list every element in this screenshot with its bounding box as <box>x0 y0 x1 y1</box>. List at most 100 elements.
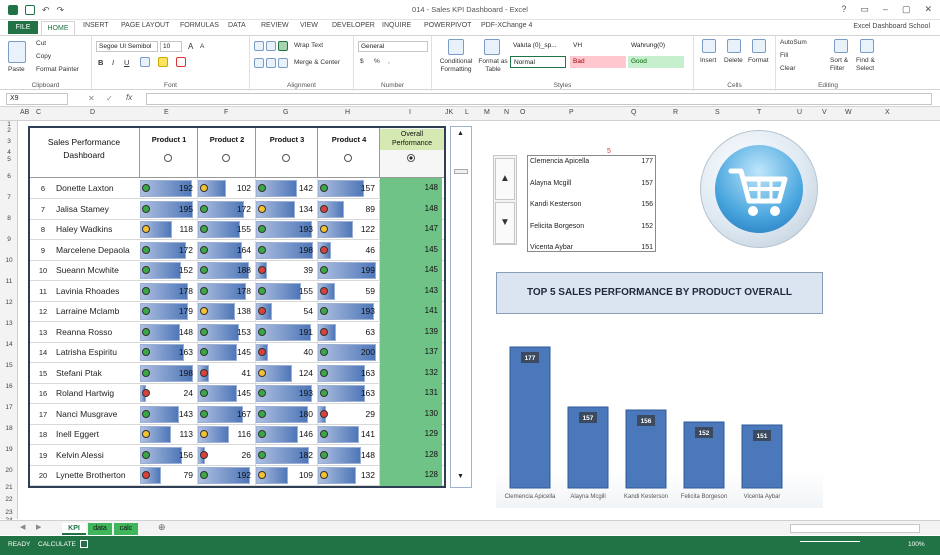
row-header[interactable]: 12 <box>5 299 13 306</box>
scroll-up-icon[interactable]: ▲ <box>457 130 464 137</box>
row-header[interactable]: 23 <box>5 509 13 516</box>
row-header[interactable]: 20 <box>5 467 13 474</box>
font-name-select[interactable]: Segoe UI Semibol <box>96 41 158 52</box>
product1-radio[interactable] <box>164 154 172 162</box>
style-bad[interactable]: Bad <box>570 56 626 68</box>
align-top-icon[interactable] <box>254 41 264 51</box>
tab-inquire[interactable]: INQUIRE <box>382 22 412 29</box>
maximize-button[interactable]: ▢ <box>901 4 911 14</box>
style-good[interactable]: Good <box>628 56 684 68</box>
user-account[interactable]: Excel Dashboard School <box>853 23 930 30</box>
cut-button[interactable]: Cut <box>36 40 47 47</box>
borders-icon[interactable] <box>140 57 150 67</box>
tab-view[interactable]: VIEW <box>300 22 318 29</box>
tab-insert[interactable]: INSERT <box>83 22 109 29</box>
insert-cells-icon[interactable] <box>702 39 716 53</box>
top5-list-item[interactable]: Alayna Mcgill 157 <box>530 180 655 187</box>
tab-page-layout[interactable]: PAGE LAYOUT <box>121 22 170 29</box>
spin-up-button[interactable]: ▲ <box>495 158 515 200</box>
chart-bar[interactable] <box>683 421 725 489</box>
undo-icon[interactable]: ↶ <box>42 4 50 15</box>
format-cells-icon[interactable] <box>752 39 766 53</box>
insert-function-icon[interactable]: fx <box>126 93 133 102</box>
style-normal[interactable]: Normal <box>510 56 566 68</box>
spin-down-button[interactable]: ▼ <box>495 202 515 244</box>
help-icon[interactable]: ? <box>841 4 847 14</box>
currency-button[interactable]: $ <box>360 58 364 65</box>
format-painter-button[interactable]: Format Painter <box>36 66 79 73</box>
row-header[interactable]: 4 <box>7 149 11 156</box>
font-size-select[interactable]: 10 <box>160 41 182 52</box>
format-as-table-button[interactable]: Format as Table <box>478 58 508 73</box>
column-header[interactable]: H <box>345 109 351 116</box>
row-header[interactable]: 11 <box>5 278 13 285</box>
column-header[interactable]: L <box>465 109 469 116</box>
merge-center-button[interactable]: Merge & Center <box>294 59 340 66</box>
top5-list-item[interactable]: Clemencia Apicella 177 <box>530 158 655 165</box>
name-box[interactable]: X9 <box>6 93 68 105</box>
sheet-tab-calc[interactable]: calc <box>114 523 138 535</box>
tab-review[interactable]: REVIEW <box>261 22 289 29</box>
clear-button[interactable]: Clear <box>780 65 796 72</box>
column-header[interactable]: S <box>715 109 720 116</box>
column-header[interactable]: JK <box>445 109 454 116</box>
row-header[interactable]: 18 <box>5 425 13 432</box>
column-header[interactable]: V <box>822 109 827 116</box>
number-format-select[interactable]: General <box>358 41 428 52</box>
conditional-formatting-button[interactable]: Conditional Formatting <box>439 58 473 73</box>
find-select-icon[interactable] <box>860 39 874 53</box>
column-header[interactable]: G <box>283 109 289 116</box>
product3-radio[interactable] <box>282 154 290 162</box>
bold-button[interactable]: B <box>98 58 104 67</box>
format-as-table-icon[interactable] <box>484 39 500 55</box>
paste-icon[interactable] <box>8 41 26 63</box>
align-middle-icon[interactable] <box>266 41 276 51</box>
chart-bar[interactable] <box>567 406 609 489</box>
row-header[interactable]: 14 <box>5 341 13 348</box>
row-header[interactable]: 8 <box>7 215 11 222</box>
close-button[interactable]: ✕ <box>924 4 932 14</box>
italic-button[interactable]: I <box>112 58 115 67</box>
macro-record-icon[interactable] <box>80 540 88 548</box>
add-sheet-icon[interactable]: ⊕ <box>158 522 166 532</box>
column-header[interactable]: AB <box>20 109 30 116</box>
conditional-formatting-icon[interactable] <box>448 39 464 55</box>
row-header[interactable]: 2 <box>7 127 11 134</box>
row-header[interactable]: 16 <box>5 383 13 390</box>
autosum-button[interactable]: AutoSum <box>780 39 807 46</box>
percent-button[interactable]: % <box>374 58 380 65</box>
column-header[interactable]: C <box>36 109 42 116</box>
row-header[interactable]: 7 <box>7 194 11 201</box>
tab-formulas[interactable]: FORMULAS <box>180 22 219 29</box>
row-header[interactable]: 5 <box>7 156 11 163</box>
underline-button[interactable]: U <box>124 58 130 67</box>
column-header[interactable]: R <box>673 109 679 116</box>
comma-button[interactable]: , <box>388 58 390 65</box>
ribbon-display-icon[interactable]: ▭ <box>860 4 869 14</box>
scroll-down-icon[interactable]: ▼ <box>457 473 464 480</box>
delete-cells-button[interactable]: Delete <box>724 57 743 64</box>
tab-powerpivot[interactable]: POWERPIVOT <box>424 22 472 29</box>
format-cells-button[interactable]: Format <box>748 57 769 64</box>
column-header[interactable]: W <box>845 109 852 116</box>
tab-developer[interactable]: DEVELOPER <box>332 22 375 29</box>
row-header[interactable]: 17 <box>5 404 13 411</box>
align-center-icon[interactable] <box>266 58 276 68</box>
top5-list-item[interactable]: Kandi Kesterson 156 <box>530 201 655 208</box>
top5-list-item[interactable]: Vicenta Aybar 151 <box>530 244 655 251</box>
product4-radio[interactable] <box>344 154 352 162</box>
row-header[interactable]: 3 <box>7 138 11 145</box>
row-header[interactable]: 9 <box>7 236 11 243</box>
sort-filter-icon[interactable] <box>834 39 848 53</box>
style-valuta[interactable]: Valuta (0)_sp... <box>513 42 557 49</box>
column-header[interactable]: E <box>164 109 169 116</box>
column-header[interactable]: F <box>224 109 229 116</box>
column-header[interactable]: U <box>797 109 803 116</box>
tab-pdf-xchange[interactable]: PDF-XChange 4 <box>481 22 533 29</box>
table-scrollbar[interactable]: ▲ ▼ <box>450 126 472 488</box>
column-header[interactable]: Q <box>631 109 637 116</box>
column-header[interactable]: P <box>569 109 574 116</box>
sort-filter-button[interactable]: Sort & Filter <box>830 57 849 72</box>
enter-icon[interactable]: ✓ <box>106 94 113 103</box>
tab-home[interactable]: HOME <box>41 21 75 35</box>
